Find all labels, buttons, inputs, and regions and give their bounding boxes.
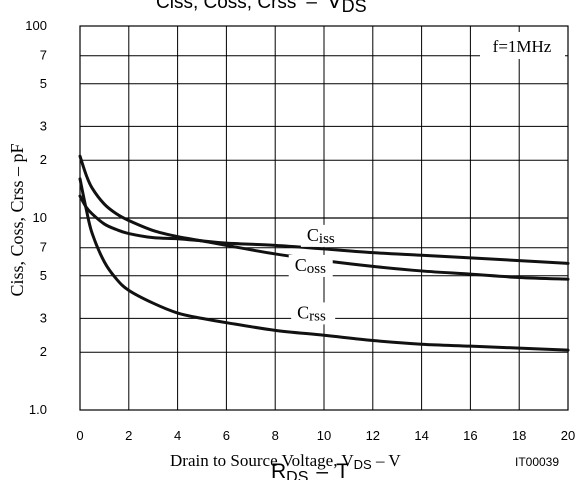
y-tick-label: 3: [40, 310, 47, 325]
x-tick-label: 8: [272, 428, 279, 443]
series-crss-label-main: C: [297, 302, 309, 322]
grid-lines: [80, 26, 568, 410]
x-tick-label: 2: [125, 428, 132, 443]
chart-title: Ciss, Coss, Crss – VDS: [156, 0, 367, 16]
y-tick-label: 100: [25, 18, 47, 33]
y-tick-label: 5: [40, 76, 47, 91]
chart-title-dash: –: [306, 0, 317, 13]
y-tick-label: 3: [40, 118, 47, 133]
footer-dash: –: [316, 460, 328, 480]
y-tick-label: 7: [40, 240, 47, 255]
series-ciss-label-main: C: [307, 225, 319, 245]
series-crss-label-bg: [291, 302, 336, 325]
x-tick-label: 18: [512, 428, 526, 443]
series-crss-label: Crss: [297, 302, 326, 324]
x-tick-label: 6: [223, 428, 230, 443]
series-coss-label-sub: oss: [307, 261, 326, 277]
series-crss-line: [78, 177, 570, 352]
series-ciss-label-sub: iss: [319, 231, 335, 247]
series-coss-line: [78, 154, 570, 281]
y-tick-label: 2: [40, 152, 47, 167]
y-tick-label: 10: [33, 210, 47, 225]
x-tick-label: 0: [76, 428, 83, 443]
x-axis-title-prefix: Drain to Source Voltage, V: [170, 451, 354, 470]
x-axis-title: Drain to Source Voltage, VDS – V: [170, 451, 401, 472]
series-coss-label-bg: [288, 254, 333, 277]
y-axis-title: Ciss, Coss, Crss – pF: [7, 143, 27, 296]
frequency-annotation: f=1MHz: [493, 37, 552, 56]
x-tick-label: 10: [317, 428, 331, 443]
chart-title-subscript: DS: [342, 0, 367, 16]
y-tick-label: 7: [40, 48, 47, 63]
x-tick-label: 14: [414, 428, 428, 443]
plot-frame: [79, 25, 569, 411]
series-crss-label-sub: rss: [309, 308, 326, 324]
footer-main: R: [271, 460, 286, 480]
x-axis-title-sub: DS: [354, 457, 372, 472]
x-tick-label: 16: [463, 428, 477, 443]
chart-title-prefix: Ciss, Coss, Crss: [156, 0, 296, 13]
y-tick-label: 1.0: [29, 402, 47, 417]
series-coss-label-main: C: [295, 255, 307, 275]
footer-variable: T: [336, 460, 349, 480]
chart-title-variable: V: [327, 0, 342, 13]
figure-code: IT00039: [515, 455, 559, 469]
x-tick-label: 20: [561, 428, 575, 443]
series-layer: [78, 154, 570, 352]
x-axis-title-suffix: – V: [372, 451, 402, 470]
series-ciss-label-bg: [300, 224, 345, 247]
axis-labels: 0 2 4 6 8 10 12 14 16 18 20 100 7 5 3 2 10 7 5 3 2 1.0 Ciss, C…: [7, 18, 575, 472]
y-tick-label: 5: [40, 268, 47, 283]
series-ciss-label: Ciss: [307, 225, 335, 247]
footer-subscript: DS: [286, 469, 308, 480]
x-tick-label: 4: [174, 428, 181, 443]
footer-text: RDS – T: [271, 460, 349, 480]
series-coss-label: Coss: [295, 255, 326, 277]
y-tick-label: 2: [40, 344, 47, 359]
frequency-annotation-bg: [480, 32, 565, 59]
x-tick-label: 12: [366, 428, 380, 443]
